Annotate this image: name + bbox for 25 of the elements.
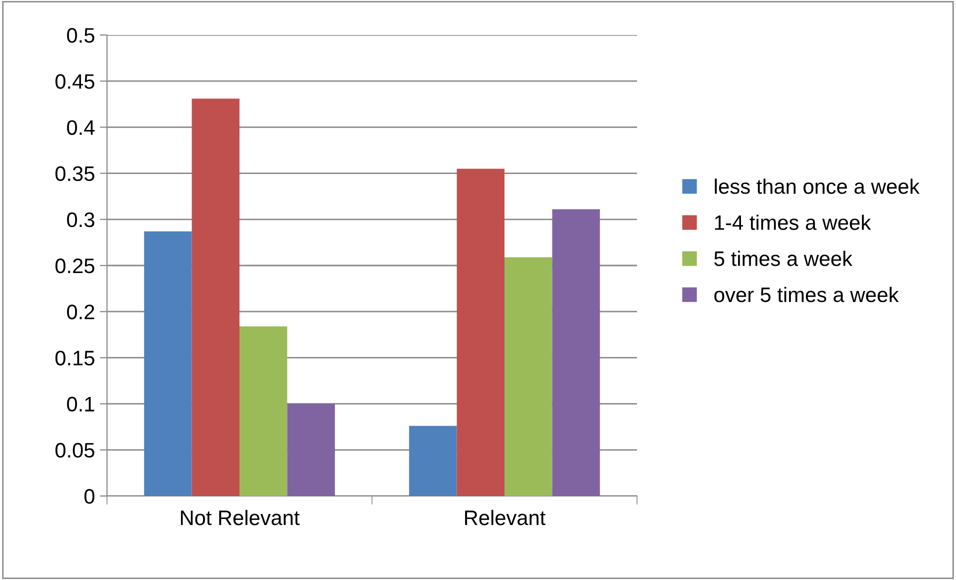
y-tick-label: 0.05 xyxy=(55,442,94,458)
y-tick-label: 0.4 xyxy=(67,120,95,135)
x-tick-label: Not Relevant xyxy=(180,510,300,526)
bar xyxy=(552,209,600,496)
y-tick-label: 0.45 xyxy=(55,74,94,89)
legend-label: less than once a week xyxy=(714,178,920,194)
y-tick-label: 0.3 xyxy=(67,212,94,228)
y-tick-label: 0.2 xyxy=(67,304,94,320)
bar xyxy=(287,404,335,496)
legend-label: 1-4 times a week xyxy=(715,214,871,230)
y-tick-label: 0.15 xyxy=(55,350,94,366)
bar xyxy=(409,426,457,496)
y-tick-label: 0 xyxy=(84,489,94,504)
x-tick-label: Relevant xyxy=(465,510,546,526)
bar xyxy=(192,98,240,496)
y-tick-label: 0.25 xyxy=(55,258,94,274)
bar xyxy=(144,231,192,496)
legend-label: 5 times a week xyxy=(714,250,852,266)
bar xyxy=(456,168,504,496)
bar xyxy=(504,257,552,496)
y-tick-label: 0.35 xyxy=(55,166,94,182)
y-tick-label: 0.5 xyxy=(67,28,94,43)
legend-label: over 5 times a week xyxy=(714,286,899,302)
bar xyxy=(240,326,288,496)
y-tick-label: 0.1 xyxy=(67,396,94,412)
